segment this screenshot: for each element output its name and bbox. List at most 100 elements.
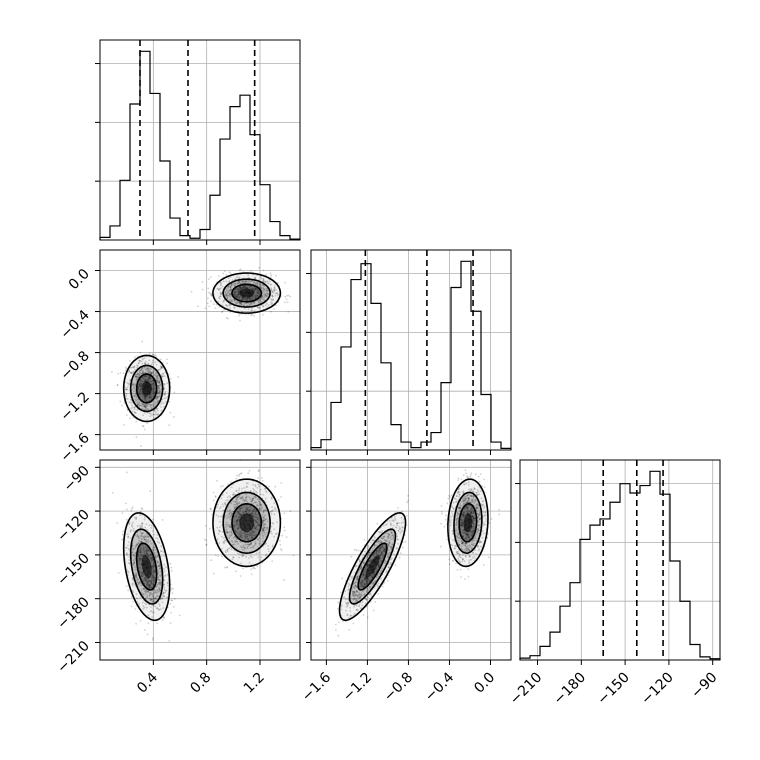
sample-point (163, 583, 165, 586)
sample-point (265, 526, 268, 529)
sample-point (207, 297, 209, 300)
sample-point (226, 510, 229, 513)
sample-point (238, 286, 241, 289)
sample-point (135, 375, 138, 378)
sample-point (257, 539, 260, 541)
sample-point (155, 590, 157, 592)
sample-point (235, 296, 238, 299)
sample-point (157, 576, 160, 579)
sample-point (404, 540, 407, 543)
sample-point (270, 288, 272, 291)
sample-point (144, 526, 147, 529)
sample-point (242, 298, 244, 300)
sample-point (149, 372, 152, 375)
sample-point (233, 292, 236, 295)
sample-point (248, 509, 251, 512)
sample-point (371, 576, 374, 579)
sample-point (141, 370, 144, 373)
sample-point (228, 512, 231, 515)
sample-point (233, 294, 236, 297)
sample-point (252, 483, 255, 486)
sample-point (140, 555, 143, 558)
sample-point (158, 391, 161, 394)
sample-point (210, 294, 213, 297)
sample-point (134, 393, 137, 396)
sample-point (151, 598, 154, 601)
sample-point (144, 405, 147, 408)
sample-point (381, 545, 384, 548)
sample-point (136, 403, 139, 406)
sample-point (271, 509, 274, 512)
sample-point (132, 562, 135, 565)
sample-point (262, 517, 265, 520)
sample-point (376, 584, 379, 587)
sample-point (270, 299, 273, 301)
sample-point (259, 493, 262, 496)
sample-point (127, 535, 130, 538)
sample-point (235, 477, 238, 480)
sample-point (237, 282, 239, 285)
sample-point (244, 285, 246, 288)
sample-point (254, 512, 257, 514)
sample-point (140, 531, 143, 534)
sample-point (138, 383, 141, 386)
sample-point (166, 581, 169, 584)
sample-point (351, 575, 354, 578)
sample-point (229, 285, 232, 288)
sample-point (376, 552, 378, 555)
sample-point (144, 408, 147, 411)
sample-point (396, 522, 398, 525)
sample-point (129, 529, 132, 532)
sample-point (142, 425, 145, 427)
sample-point (142, 548, 145, 551)
sample-point (111, 492, 114, 494)
sample-point (243, 511, 245, 514)
sample-point (365, 582, 368, 584)
sample-point (225, 304, 228, 307)
sample-point (237, 510, 240, 513)
sample-point (156, 401, 158, 404)
sample-point (152, 600, 155, 603)
sample-point (254, 297, 257, 299)
sample-point (286, 294, 288, 297)
sample-point (136, 376, 139, 378)
sample-point (273, 287, 276, 289)
sample-point (143, 579, 146, 582)
sample-point (148, 375, 150, 378)
sample-point (262, 314, 264, 316)
sample-point (364, 569, 367, 572)
sample-point (237, 516, 240, 518)
sample-point (374, 601, 377, 603)
sample-point (387, 552, 390, 555)
sample-point (387, 556, 390, 559)
sample-point (143, 590, 146, 593)
density-fill (141, 554, 152, 579)
sample-point (145, 589, 148, 592)
sample-point (252, 510, 255, 512)
sample-point (128, 369, 131, 372)
sample-point (237, 282, 239, 285)
sample-point (286, 301, 289, 303)
sample-point (361, 604, 363, 607)
sample-point (144, 602, 146, 605)
sample-point (140, 541, 143, 543)
sample-point (249, 285, 252, 288)
sample-point (141, 357, 144, 359)
sample-point (387, 535, 390, 538)
sample-point (168, 373, 170, 375)
sample-point (253, 289, 256, 291)
sample-point (143, 588, 146, 590)
density-fill (141, 381, 152, 396)
sample-point (369, 560, 372, 562)
sample-point (263, 523, 265, 526)
sample-point (139, 547, 142, 549)
sample-point (127, 547, 130, 550)
sample-point (401, 529, 404, 532)
sample-point (133, 407, 136, 409)
sample-point (134, 552, 137, 555)
sample-point (252, 516, 255, 518)
sample-point (144, 395, 147, 397)
sample-point (289, 510, 292, 513)
sample-point (158, 579, 160, 582)
sample-point (172, 587, 174, 590)
